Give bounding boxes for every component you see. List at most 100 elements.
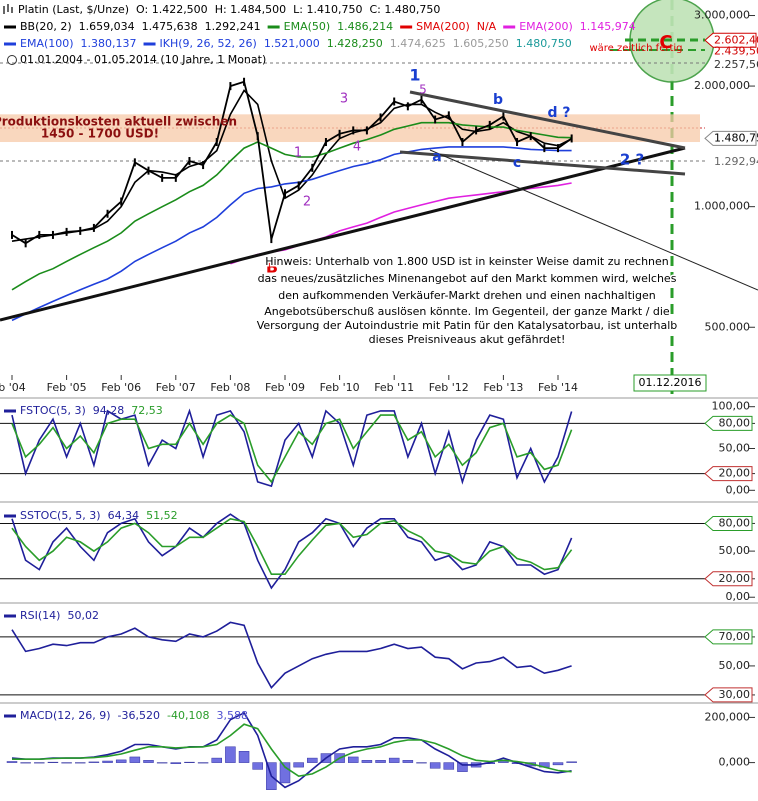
annotation: 2 [303, 195, 311, 210]
annotation: das neues/zusätzliches Minenangebot auf … [258, 272, 677, 285]
price-bar [229, 82, 232, 91]
price-bar [188, 157, 191, 166]
tick-box [704, 415, 753, 431]
price-tag-label: 2.439,500 [714, 45, 758, 58]
trend-line [399, 150, 686, 176]
price-bar [11, 230, 13, 239]
y-tick-label: 0,000 [719, 756, 751, 769]
legend-reading: 50,02 [67, 609, 99, 622]
price-bar [311, 163, 314, 172]
series-line [11, 621, 572, 690]
legend-label: FSTOC(5, 3) [20, 404, 86, 417]
price-bar [51, 230, 54, 239]
price-bar [147, 166, 150, 175]
tick-box [704, 629, 753, 645]
histogram-bar [443, 762, 455, 770]
legend-reading: 1.475,638 [142, 20, 198, 33]
price-bar [202, 161, 205, 170]
legend-reading: N/A [477, 20, 497, 33]
x-tick-label: Feb '07 [156, 381, 196, 394]
legend-reading: 1.486,214 [337, 20, 393, 33]
price-bar [529, 132, 532, 141]
price-bar [243, 77, 246, 86]
y-tick-label: 0,00 [726, 483, 751, 496]
legend-reading: 1.380,137 [81, 37, 137, 50]
tick-box [704, 571, 753, 587]
legend-reading: -36,520 [118, 709, 160, 722]
histogram-bar [211, 757, 222, 763]
trend-line [429, 149, 758, 291]
legend-reading: 1.480,750 [516, 37, 572, 50]
histogram-bar [197, 762, 209, 764]
x-tick-label: Feb '11 [374, 381, 414, 394]
histogram-bar [388, 757, 400, 763]
legend-reading: 64,34 [108, 509, 140, 522]
price-bar [557, 144, 559, 153]
histogram-bar [143, 760, 154, 763]
y-tick-label: 50,00 [719, 659, 751, 672]
histogram-bar [566, 761, 577, 763]
legend-label: SMA(200) [416, 20, 470, 33]
tick-box [704, 687, 753, 703]
price-bar [24, 239, 27, 248]
legend-reading: 1.145,974 [580, 20, 636, 33]
trend-line [409, 90, 686, 150]
y-tick-label: 50,00 [719, 544, 751, 557]
y-tick-label: 1.000,000 [694, 200, 750, 213]
price-bar [79, 226, 82, 235]
y-tick-label: 20,00 [719, 467, 751, 480]
legend-label: IKH(9, 26, 52, 26) [160, 37, 257, 50]
histogram-bar [307, 757, 318, 763]
price-bar [570, 134, 573, 143]
y-tick-label: 30,00 [719, 688, 751, 701]
histogram-bar [252, 762, 263, 770]
price-bar [502, 112, 505, 121]
histogram-bar [20, 762, 31, 764]
annotation: Hinweis: Unterhalb von 1.800 USD ist in … [265, 255, 669, 268]
clock-icon [7, 55, 17, 65]
price-bar [447, 111, 450, 120]
series-line [11, 146, 572, 322]
legend-reading: 94,28 [93, 404, 125, 417]
legend-reading: 1.474,625 [390, 37, 446, 50]
legend-reading: 1.659,034 [79, 20, 135, 33]
legend-label: EMA(50) [284, 20, 331, 33]
price-bar [324, 138, 327, 147]
series-line [11, 408, 573, 488]
price-bar [256, 132, 259, 141]
x-tick-label: Feb '05 [47, 381, 87, 394]
price-bar [284, 189, 286, 198]
histogram-bar [429, 762, 441, 769]
chart-icon [3, 4, 13, 14]
histogram-bar [115, 759, 127, 763]
drawing-layer: 500.000 1.000,000 2.000,000 3.000,000 2.602,… [0, 3, 758, 769]
tick-box [704, 515, 753, 531]
annotation: 1450 - 1700 USD! [41, 127, 159, 141]
price-bar [92, 223, 95, 232]
price-tag-box [704, 32, 757, 48]
y-tick-label: 2.000,000 [694, 79, 750, 92]
price-bar [161, 173, 164, 182]
price-bar [338, 129, 341, 138]
annotation: a [432, 149, 441, 165]
annotation: wäre zeitlich fertig [589, 43, 682, 54]
x-tick-label: Feb '12 [429, 381, 469, 394]
price-bar [434, 115, 437, 124]
legend-label: RSI(14) [20, 609, 60, 622]
histogram-bar [293, 762, 304, 768]
annotation: Produktionskosten aktuell zwischen [0, 115, 237, 129]
y-tick-label: 3.000,000 [694, 9, 750, 22]
legend-label: EMA(200) [519, 20, 573, 33]
annotation: 1 [409, 66, 420, 85]
price-bar [297, 181, 300, 190]
legend-reading: 3,588 [216, 709, 248, 722]
price-bar [406, 102, 409, 111]
annotation-box [633, 374, 707, 392]
histogram-bar [552, 762, 564, 766]
ohlc-value: H: 1.484,500 [215, 3, 286, 16]
legend-reading: -40,108 [167, 709, 209, 722]
series-line [11, 517, 573, 575]
series-line [11, 80, 573, 245]
ohlc-value: L: 1.410,750 [293, 3, 362, 16]
x-tick-label: Feb '09 [265, 381, 305, 394]
